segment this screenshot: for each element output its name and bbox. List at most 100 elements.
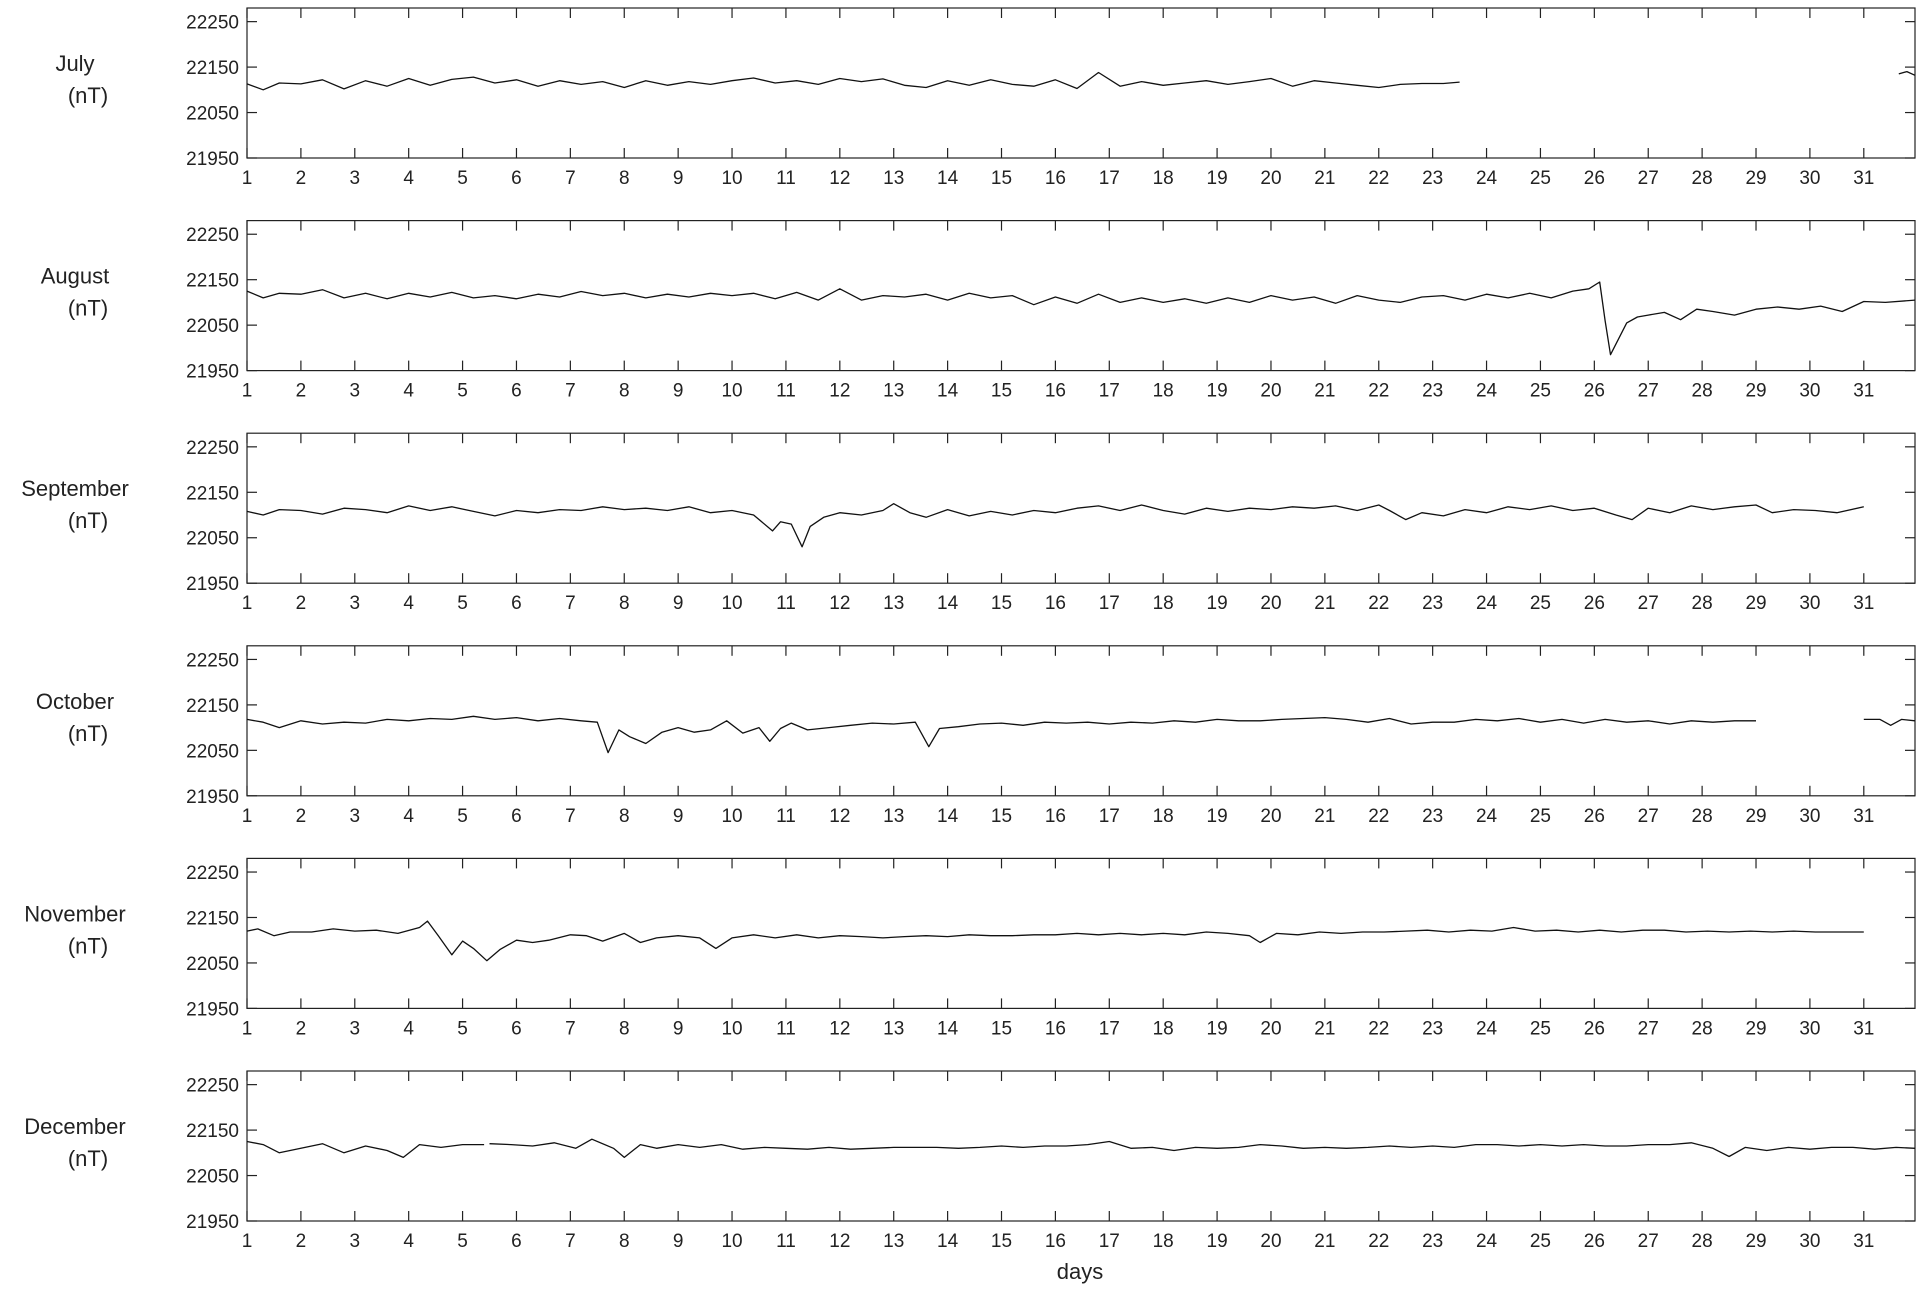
series-line-december <box>246 1140 485 1159</box>
x-tick-label: 5 <box>457 381 468 402</box>
x-tick-label: 30 <box>1799 1018 1820 1039</box>
x-tick-label: 4 <box>403 1231 414 1252</box>
x-tick-label: 4 <box>403 806 414 827</box>
x-tick-label: 9 <box>673 1231 684 1252</box>
x-tick-label: 2 <box>296 168 307 189</box>
x-tick-label: 31 <box>1853 806 1874 827</box>
x-tick-label: 16 <box>1045 593 1066 614</box>
x-tick-label: 17 <box>1099 1231 1120 1252</box>
x-tick-label: 1 <box>242 168 253 189</box>
x-tick-label: 14 <box>937 593 959 614</box>
x-tick-label: 24 <box>1476 381 1498 402</box>
x-tick-label: 14 <box>937 1231 959 1252</box>
y-tick-label: 22050 <box>186 954 239 975</box>
x-tick-label: 26 <box>1584 1231 1605 1252</box>
plot-frame <box>246 220 1916 372</box>
y-axis-label-unit: (nT) <box>68 721 108 746</box>
x-tick-label: 3 <box>349 593 360 614</box>
x-tick-label: 27 <box>1638 806 1659 827</box>
x-tick-label: 21 <box>1314 168 1335 189</box>
x-tick-label: 12 <box>829 1018 850 1039</box>
x-tick-label: 23 <box>1422 1018 1443 1039</box>
x-tick-label: 21 <box>1314 1018 1335 1039</box>
x-tick-label: 5 <box>457 168 468 189</box>
x-tick-label: 19 <box>1207 1018 1228 1039</box>
x-tick-label: 15 <box>991 806 1012 827</box>
x-tick-label: 2 <box>296 1018 307 1039</box>
x-tick-label: 8 <box>619 381 630 402</box>
y-tick-label: 21950 <box>186 999 239 1020</box>
x-tick-label: 18 <box>1153 1231 1174 1252</box>
series-line-october <box>1863 718 1916 726</box>
plot-frame <box>246 7 1916 159</box>
x-tick-label: 5 <box>457 593 468 614</box>
x-tick-label: 13 <box>883 1231 904 1252</box>
x-tick-label: 29 <box>1745 806 1766 827</box>
x-tick-label: 16 <box>1045 1018 1066 1039</box>
x-tick-label: 9 <box>673 381 684 402</box>
series-line-july <box>1898 70 1916 76</box>
x-tick-label: 3 <box>349 1018 360 1039</box>
x-tick-label: 27 <box>1638 381 1659 402</box>
y-axis-label-unit: (nT) <box>68 508 108 533</box>
x-tick-label: 6 <box>511 1018 522 1039</box>
plot-frame <box>246 1070 1916 1222</box>
x-tick-label: 24 <box>1476 806 1498 827</box>
x-tick-label: 10 <box>721 1018 742 1039</box>
x-axis-label: days <box>1057 1259 1103 1284</box>
x-tick-label: 12 <box>829 168 850 189</box>
x-tick-label: 14 <box>937 1018 959 1039</box>
x-tick-label: 27 <box>1638 168 1659 189</box>
x-tick-label: 10 <box>721 593 742 614</box>
x-tick-label: 1 <box>242 1018 253 1039</box>
y-axis-label-unit: (nT) <box>68 1146 108 1171</box>
x-tick-label: 9 <box>673 806 684 827</box>
x-tick-label: 7 <box>565 806 576 827</box>
x-tick-label: 10 <box>721 381 742 402</box>
x-tick-label: 27 <box>1638 593 1659 614</box>
x-tick-label: 23 <box>1422 806 1443 827</box>
x-tick-label: 19 <box>1207 1231 1228 1252</box>
x-tick-label: 7 <box>565 168 576 189</box>
y-axis-label-month: October <box>36 689 114 714</box>
x-tick-label: 24 <box>1476 593 1498 614</box>
y-tick-label: 22150 <box>186 696 239 717</box>
x-tick-label: 15 <box>991 1018 1012 1039</box>
x-tick-label: 1 <box>242 806 253 827</box>
x-tick-label: 30 <box>1799 1231 1820 1252</box>
x-tick-label: 17 <box>1099 1018 1120 1039</box>
x-tick-label: 26 <box>1584 593 1605 614</box>
x-tick-label: 23 <box>1422 381 1443 402</box>
x-tick-label: 25 <box>1530 168 1551 189</box>
x-tick-label: 22 <box>1368 381 1389 402</box>
x-tick-label: 7 <box>565 1231 576 1252</box>
x-tick-label: 10 <box>721 168 742 189</box>
x-tick-label: 17 <box>1099 381 1120 402</box>
x-tick-label: 21 <box>1314 381 1335 402</box>
x-tick-label: 28 <box>1692 1018 1713 1039</box>
y-axis-label-unit: (nT) <box>68 83 108 108</box>
x-tick-label: 28 <box>1692 381 1713 402</box>
x-tick-label: 2 <box>296 381 307 402</box>
y-tick-label: 22050 <box>186 741 239 762</box>
x-tick-label: 16 <box>1045 168 1066 189</box>
x-tick-label: 8 <box>619 593 630 614</box>
x-tick-label: 20 <box>1260 593 1281 614</box>
x-tick-label: 2 <box>296 806 307 827</box>
x-tick-label: 20 <box>1260 1231 1281 1252</box>
x-tick-label: 27 <box>1638 1018 1659 1039</box>
y-axis-label-month: November <box>24 901 125 926</box>
x-tick-label: 10 <box>721 806 742 827</box>
x-tick-label: 22 <box>1368 1231 1389 1252</box>
x-tick-label: 6 <box>511 168 522 189</box>
x-tick-label: 13 <box>883 806 904 827</box>
x-tick-label: 22 <box>1368 593 1389 614</box>
x-tick-label: 17 <box>1099 806 1120 827</box>
y-tick-label: 21950 <box>186 787 239 808</box>
y-tick-label: 22050 <box>186 104 239 125</box>
x-tick-label: 3 <box>349 1231 360 1252</box>
x-tick-label: 18 <box>1153 168 1174 189</box>
